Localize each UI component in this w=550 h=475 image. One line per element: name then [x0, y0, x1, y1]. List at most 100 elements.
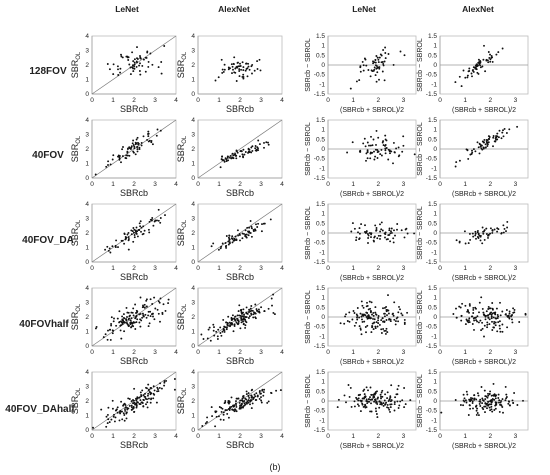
x-tick-label: 3: [402, 97, 406, 104]
data-point: [220, 406, 223, 409]
data-point: [125, 411, 128, 414]
data-point: [492, 382, 495, 385]
x-tick-label: 2: [132, 433, 136, 440]
data-point: [461, 302, 464, 305]
data-point: [120, 337, 123, 340]
data-point: [219, 326, 222, 329]
data-point: [236, 314, 239, 317]
x-tick-label: 1: [217, 433, 221, 440]
data-point: [487, 236, 489, 239]
data-point: [370, 402, 372, 405]
data-point: [381, 141, 384, 144]
data-point: [459, 404, 462, 406]
data-point: [387, 294, 389, 297]
y-axis-label: SBROL: [176, 51, 188, 78]
data-point: [135, 406, 138, 409]
data-point: [366, 233, 369, 235]
data-point: [242, 148, 245, 151]
x-tick-label: 2: [376, 97, 380, 104]
data-point: [145, 298, 148, 301]
y-tick-label: 4: [85, 201, 89, 208]
data-point: [373, 398, 376, 401]
data-point: [233, 323, 236, 326]
data-point: [392, 241, 395, 244]
data-point: [232, 330, 235, 333]
y-tick-label: 1: [433, 295, 437, 302]
data-point: [167, 302, 170, 305]
y-tick-label: 4: [191, 117, 195, 124]
data-point: [136, 148, 139, 151]
data-point: [397, 320, 400, 323]
data-point: [345, 313, 347, 316]
x-tick-label: 2: [488, 349, 492, 356]
data-point: [141, 389, 144, 392]
data-point: [217, 415, 220, 418]
data-point: [245, 306, 248, 309]
data-point: [127, 397, 130, 400]
data-point: [243, 153, 246, 156]
data-point: [119, 67, 122, 70]
data-point: [474, 150, 477, 153]
data-point: [120, 324, 123, 327]
data-point: [471, 402, 474, 404]
data-point: [248, 315, 251, 318]
data-point: [229, 154, 232, 157]
data-point: [131, 230, 134, 233]
data-point: [403, 323, 406, 325]
data-point: [370, 331, 373, 334]
data-point: [108, 328, 111, 331]
data-point: [256, 226, 259, 228]
data-point: [364, 404, 367, 407]
y-tick-label: 0: [85, 343, 89, 350]
data-point: [496, 132, 499, 135]
data-point: [381, 317, 384, 320]
data-point: [500, 231, 503, 234]
data-point: [377, 61, 380, 64]
data-point: [356, 318, 359, 321]
data-point: [393, 403, 396, 406]
data-point: [360, 300, 363, 303]
data-point: [487, 233, 490, 236]
data-point: [148, 322, 151, 325]
data-point: [221, 155, 223, 158]
data-point: [137, 143, 140, 146]
data-point: [159, 320, 161, 323]
data-point: [244, 235, 247, 237]
data-point: [393, 229, 395, 232]
data-point: [524, 312, 527, 315]
data-point: [254, 316, 257, 319]
data-point: [225, 246, 228, 249]
data-point: [250, 396, 253, 399]
data-point: [229, 324, 232, 327]
data-point: [157, 208, 160, 211]
data-point: [387, 400, 390, 402]
y-axis-label-main: SBR: [70, 395, 80, 414]
data-point: [132, 240, 135, 243]
data-point: [258, 389, 261, 392]
data-point: [128, 146, 131, 149]
data-point: [480, 329, 483, 332]
x-tick-label: 2: [238, 97, 242, 104]
data-point: [159, 221, 162, 224]
data-point: [127, 236, 130, 239]
data-point: [236, 317, 239, 320]
data-point: [242, 405, 245, 408]
data-point: [500, 137, 503, 140]
data-point: [236, 397, 239, 400]
data-point: [240, 318, 243, 320]
data-point: [452, 313, 455, 315]
data-point: [248, 311, 250, 314]
data-point: [124, 404, 127, 406]
data-point: [487, 135, 490, 138]
data-point: [133, 58, 136, 61]
x-axis-label: SBRcb: [226, 272, 254, 282]
data-point: [494, 397, 497, 400]
data-point: [346, 151, 349, 154]
data-point: [369, 144, 372, 147]
data-point: [136, 318, 139, 321]
data-point: [263, 141, 265, 144]
data-point: [366, 312, 369, 314]
y-tick-label: 1.5: [316, 33, 325, 40]
